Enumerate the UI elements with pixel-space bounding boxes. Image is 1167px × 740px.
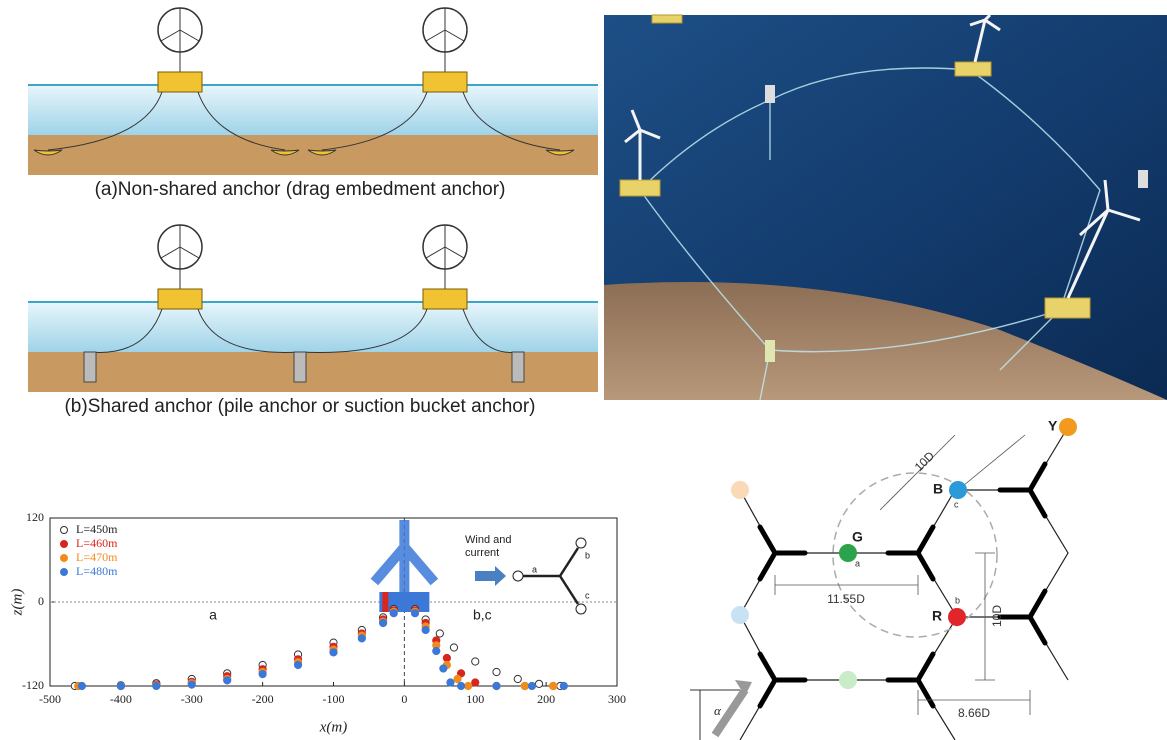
data-point [358,635,365,642]
data-point [528,682,535,689]
data-point [436,630,443,637]
inset-port: a [532,564,537,574]
annotation: b,c [473,607,492,623]
legend-marker [61,541,68,548]
diagram [28,225,598,392]
data-point [457,682,464,689]
x-tick-label: 0 [401,692,407,706]
data-point [472,679,479,686]
data-point [259,671,266,678]
y-axis-label: z(m) [9,589,25,617]
y-tick-label: 120 [26,510,44,524]
data-point [535,680,542,687]
data-point [550,682,557,689]
inset-text: Wind and [465,534,511,546]
farm-rendering [604,15,1167,400]
data-point [153,682,160,689]
data-point [443,654,450,661]
port-label: c [954,499,959,509]
node-label: R [932,608,942,624]
data-point [454,675,461,682]
data-point [224,677,231,684]
legend-marker [61,527,68,534]
legend-marker [61,555,68,562]
node-label: Y [1048,418,1058,434]
dimension-label: 10D [912,448,938,474]
data-point [450,644,457,651]
x-tick-label: 100 [466,692,484,706]
dimension-label: 11.55D [827,592,865,606]
data-point [440,665,447,672]
legend-label: L=480m [76,564,118,578]
diagram [28,8,598,175]
data-point [78,682,85,689]
dimension-label: 10D [990,605,1004,627]
data-point [294,661,301,668]
data-point [433,647,440,654]
mooring-profile-chart: -500 -400 -300 -200 -100 0 100 200 300 -120 0 120 x(… [9,510,626,736]
data-point [472,658,479,665]
data-point [117,682,124,689]
dimension-label: 8.66D [958,706,990,720]
inset-port: c [585,590,590,600]
port-label: a [855,558,860,568]
data-point [560,682,567,689]
data-point [447,679,454,686]
legend-label: L=470m [76,550,118,564]
legend-marker [61,569,68,576]
data-point [493,668,500,675]
legend-label: L=450m [76,522,118,536]
x-tick-label: -100 [323,692,345,706]
x-tick-label: 200 [537,692,555,706]
data-point [493,682,500,689]
x-tick-label: -300 [181,692,203,706]
node-label: B [933,481,943,497]
figure: (a)Non-shared anchor (drag embedment anc… [0,0,1167,740]
data-point [380,619,387,626]
caption-b: (b)Shared anchor (pile anchor or suction… [64,396,535,417]
hexagon-layout [690,418,1077,740]
data-point [465,682,472,689]
node-label: G [852,529,863,545]
y-tick-label: -120 [22,678,44,692]
data-point [422,626,429,633]
data-point [514,675,521,682]
x-axis-label: x(m) [319,719,347,735]
x-tick-label: -200 [252,692,274,706]
data-point [390,610,397,617]
legend-label: L=460m [76,536,118,550]
angle-label: α [714,703,722,718]
y-tick-label: 0 [38,594,44,608]
data-point [411,610,418,617]
x-tick-label: -400 [110,692,132,706]
x-tick-label: 300 [608,692,626,706]
data-point [188,681,195,688]
caption-a: (a)Non-shared anchor (drag embedment anc… [95,179,506,200]
x-tick-label: -500 [39,692,61,706]
data-point [330,649,337,656]
annotation: a [209,607,217,623]
port-label: b [955,595,960,605]
inset-text: current [465,547,499,559]
data-point [521,682,528,689]
inset-port: b [585,550,590,560]
